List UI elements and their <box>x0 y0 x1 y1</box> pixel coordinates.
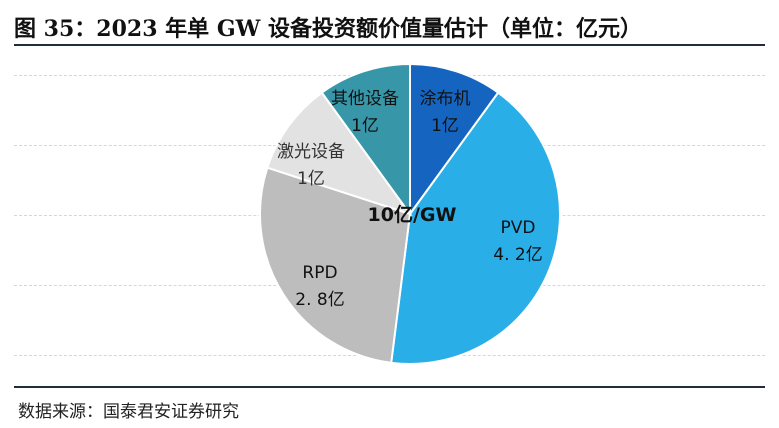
slice-value-label: 4. 2亿 <box>493 245 542 265</box>
pie-slice-3 <box>259 166 412 364</box>
slice-value-label: 1亿 <box>351 116 379 136</box>
slice-name-label: 其他设备 <box>331 89 399 109</box>
slice-name-label: RPD <box>302 263 337 283</box>
slice-value-label: 1亿 <box>297 169 325 189</box>
slice-value-label: 2. 8亿 <box>295 290 344 310</box>
pie-slice-1 <box>409 62 500 218</box>
slice-value-label: 1亿 <box>431 116 459 136</box>
pie-slice-2 <box>390 91 562 365</box>
title-rule <box>14 44 765 46</box>
pie-slice-5 <box>320 62 411 218</box>
figure-title: 图 35：2023 年单 GW 设备投资额价值量估计（单位：亿元） <box>14 16 642 42</box>
pie-slice-4 <box>266 91 413 216</box>
pie-chart: 涂布机 1亿 PVD 4. 2亿 RPD 2. 8亿 激光设备 1亿 其他设备 1亿 10亿/GW <box>259 62 562 365</box>
figure-title-bar: 图 35：2023 年单 GW 设备投资额价值量估计（单位：亿元） <box>14 8 765 42</box>
source-rule <box>14 386 765 388</box>
slice-name-label: 激光设备 <box>277 142 345 162</box>
source-note: 数据来源：国泰君安证券研究 <box>18 402 239 422</box>
slice-name-label: 涂布机 <box>420 89 471 109</box>
pie-total-label: 10亿/GW <box>368 203 457 226</box>
slice-name-label: PVD <box>501 218 536 238</box>
chart-area: 涂布机 1亿 PVD 4. 2亿 RPD 2. 8亿 激光设备 1亿 其他设备 1亿 10亿/GW <box>14 47 765 384</box>
